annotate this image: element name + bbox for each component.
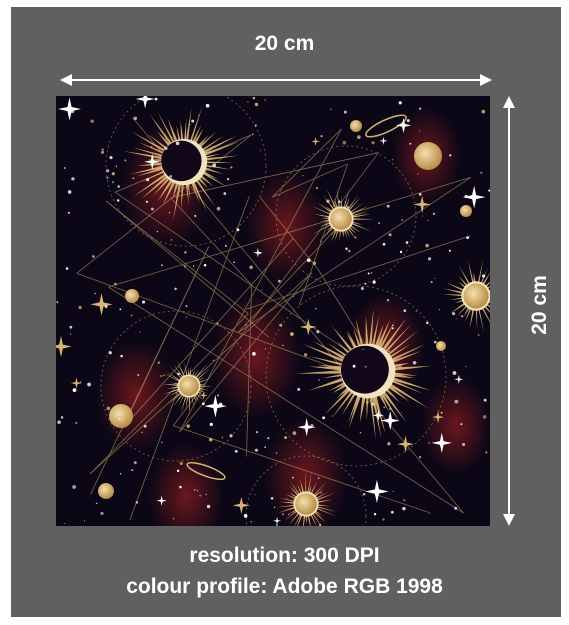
sparkle-star	[70, 377, 83, 389]
planet-1	[125, 289, 139, 303]
sparkle-star	[272, 516, 282, 525]
golden-sun-left	[161, 360, 213, 415]
sparkle-star	[199, 391, 208, 400]
ringed-planet-ring-2	[186, 461, 226, 481]
sparkle-star	[395, 117, 412, 134]
width-dimension-label: 20 cm	[254, 32, 315, 55]
planet-6	[436, 341, 446, 351]
sparkle-star	[232, 496, 251, 515]
width-dimension-arrow	[60, 74, 492, 86]
eclipse-sun-center	[295, 308, 432, 440]
sparkle-star	[135, 96, 155, 109]
height-dimension-label: 20 cm	[528, 275, 551, 335]
sparkle-star	[144, 153, 161, 170]
sparkle-star	[365, 479, 389, 504]
ringed-planet-ring	[365, 114, 407, 138]
planet-0	[414, 142, 442, 170]
sparkle-star	[58, 97, 82, 121]
height-dimension-arrow	[503, 96, 515, 526]
celestial-pattern-image	[56, 96, 490, 526]
planet-5	[98, 483, 114, 499]
sparkle-star	[56, 336, 72, 358]
planet-3	[109, 404, 133, 428]
sparkle-star	[156, 495, 167, 506]
planet-4	[460, 205, 472, 217]
sparkle-star	[90, 293, 113, 316]
sparkle-star	[413, 195, 431, 214]
golden-sun-right	[442, 259, 490, 333]
sparkle-star	[431, 410, 445, 424]
sparkle-star	[297, 418, 316, 437]
celestial-pattern-artwork	[56, 96, 490, 526]
sparkle-star	[380, 410, 400, 431]
eclipse-sun-top	[123, 105, 241, 221]
sparkle-star	[372, 409, 385, 422]
sparkle-star	[379, 136, 388, 146]
golden-sun-bottom	[277, 471, 337, 526]
caption: resolution: 300 DPI colour profile: Adob…	[0, 540, 569, 602]
sparkle-star	[299, 318, 317, 336]
planet-2	[350, 120, 362, 132]
sparkle-star	[397, 435, 415, 453]
sparkle-star	[204, 394, 227, 418]
sparkle-star	[454, 374, 464, 384]
resolution-text: resolution: 300 DPI	[189, 544, 380, 567]
sparkle-star	[431, 432, 452, 454]
colour-profile-text: colour profile: Adobe RGB 1998	[126, 575, 443, 598]
sparkle-star	[253, 248, 263, 258]
sparkle-star	[311, 136, 321, 146]
